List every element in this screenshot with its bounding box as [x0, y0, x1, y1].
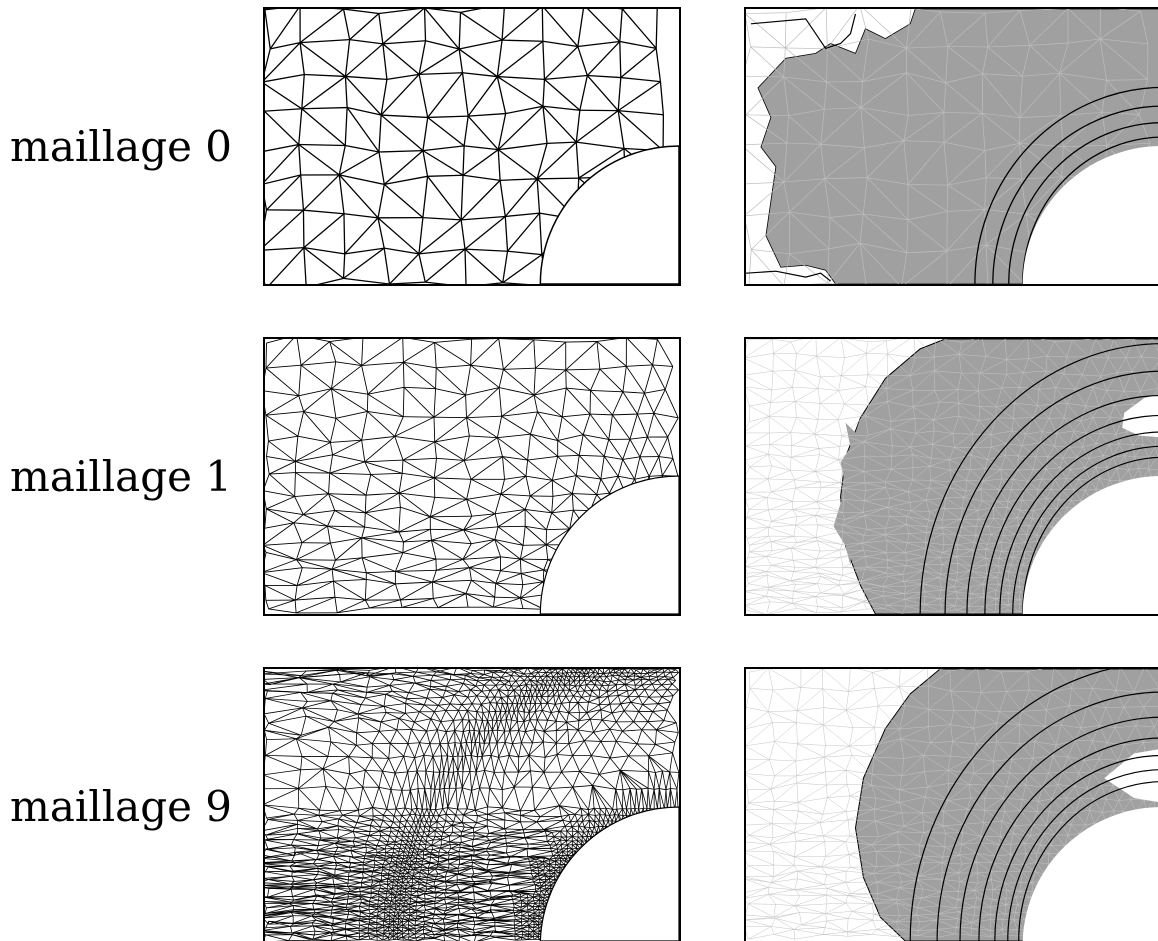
hole-boundary [539, 145, 679, 284]
hole-boundary [1022, 807, 1158, 941]
mesh-0-triangulation [265, 9, 666, 284]
mesh-panel-0 [263, 7, 681, 286]
hole-boundary [1022, 476, 1158, 614]
row-label-maillage-1: maillage 1 [10, 452, 233, 501]
mesh-2-svg [265, 669, 679, 941]
field-1-contours [919, 343, 1158, 614]
hole-boundary [1022, 146, 1158, 284]
white-pocket [1104, 749, 1158, 803]
field-0-svg [746, 9, 1158, 284]
field-panel-2 [744, 667, 1158, 941]
row-label-maillage-0: maillage 0 [10, 122, 233, 171]
field-2-svg [746, 669, 1158, 941]
outline-top [750, 13, 857, 50]
mesh-1-svg [265, 339, 679, 614]
mesh-panel-2 [263, 667, 681, 941]
field-1-svg [746, 339, 1158, 614]
outline-bottom [746, 270, 831, 282]
field-2-contours [909, 669, 1158, 941]
hole-boundary [539, 806, 679, 941]
field-panel-0 [744, 7, 1158, 286]
field-panel-1 [744, 337, 1158, 616]
mesh-0-svg [265, 9, 679, 284]
field-jagged-edge [833, 417, 861, 566]
row-label-maillage-9: maillage 9 [10, 782, 233, 831]
mesh-panel-1 [263, 337, 681, 616]
white-pocket [1122, 394, 1158, 438]
hole-boundary [539, 475, 679, 614]
